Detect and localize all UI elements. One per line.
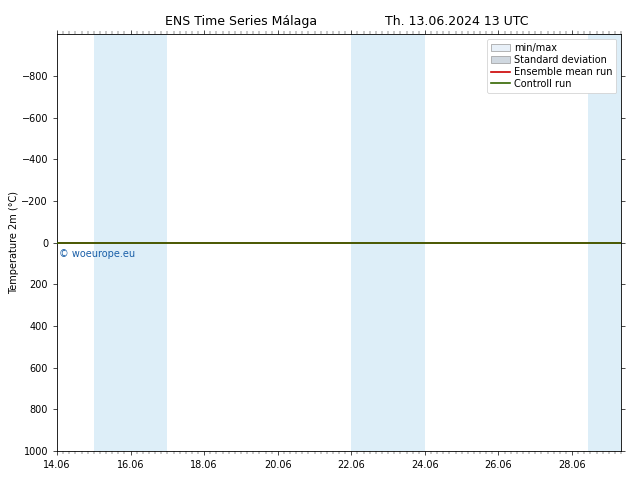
- Y-axis label: Temperature 2m (°C): Temperature 2m (°C): [9, 191, 18, 294]
- Text: ENS Time Series Málaga: ENS Time Series Málaga: [165, 15, 317, 28]
- Bar: [588, 34, 634, 451]
- Bar: [351, 34, 425, 451]
- Text: © woeurope.eu: © woeurope.eu: [59, 249, 135, 259]
- Text: Th. 13.06.2024 13 UTC: Th. 13.06.2024 13 UTC: [385, 15, 528, 28]
- Bar: [94, 34, 167, 451]
- Legend: min/max, Standard deviation, Ensemble mean run, Controll run: min/max, Standard deviation, Ensemble me…: [487, 39, 616, 93]
